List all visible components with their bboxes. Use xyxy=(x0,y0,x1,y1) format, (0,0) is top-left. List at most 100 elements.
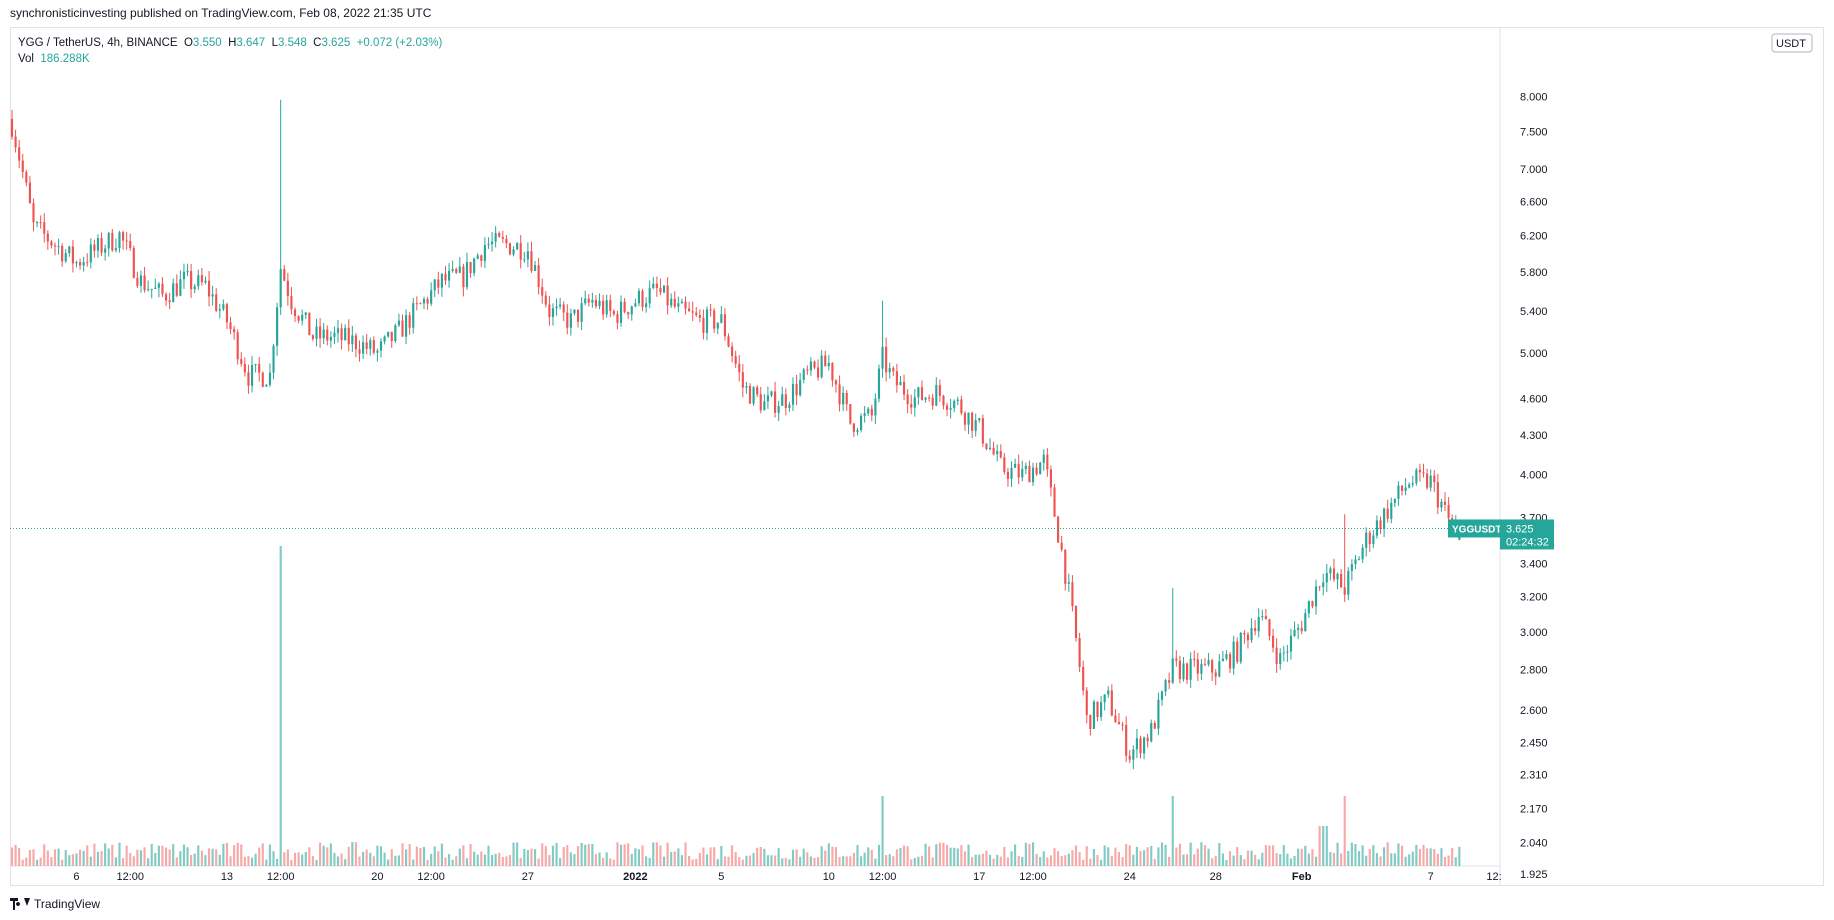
time-tick-label: 5 xyxy=(718,871,724,883)
candle xyxy=(447,263,451,288)
volume-bar xyxy=(1078,852,1081,866)
candle-body xyxy=(809,361,812,371)
volume-bar xyxy=(612,859,615,866)
candle-body xyxy=(362,342,365,354)
candle xyxy=(971,411,974,439)
volume-bar xyxy=(1447,855,1450,866)
candle-body xyxy=(57,245,60,247)
volume-bar xyxy=(426,859,429,866)
volume-bar xyxy=(1117,851,1121,866)
candle-body xyxy=(1386,508,1389,519)
chart-frame[interactable] xyxy=(10,27,1824,886)
candle-body xyxy=(1153,723,1156,729)
candle xyxy=(781,386,784,407)
candle-body xyxy=(1261,616,1264,618)
candle xyxy=(75,260,78,268)
volume-bar xyxy=(899,848,902,866)
candle xyxy=(175,274,178,298)
candle-body xyxy=(1426,473,1429,488)
candle-body xyxy=(1031,467,1035,483)
legend-close-label: C xyxy=(313,37,322,49)
candle-body xyxy=(129,240,132,249)
volume-bar xyxy=(985,850,988,866)
volume-bar xyxy=(473,851,476,866)
candle xyxy=(161,277,164,297)
candle-body xyxy=(1160,691,1164,700)
volume-bar xyxy=(641,845,644,866)
candle xyxy=(1440,498,1443,512)
volume-bar xyxy=(480,851,483,866)
candle-body xyxy=(587,298,590,303)
candle xyxy=(584,290,587,306)
volume-bar xyxy=(870,849,873,866)
candle xyxy=(627,311,630,320)
volume-bar xyxy=(1397,843,1400,866)
volume-bar xyxy=(816,857,820,866)
candle-body xyxy=(1107,690,1110,695)
candle-body xyxy=(197,275,200,287)
volume-bar xyxy=(405,849,408,866)
candle-body xyxy=(1257,617,1260,632)
volume-bar xyxy=(508,855,512,866)
candle-body xyxy=(1332,568,1336,580)
volume-bar xyxy=(333,852,336,866)
candle-body xyxy=(637,290,641,304)
volume-bar xyxy=(885,855,888,866)
volume-bar xyxy=(594,854,598,866)
volume-bar xyxy=(157,845,160,866)
candle xyxy=(1182,657,1185,682)
candle xyxy=(1067,573,1070,592)
candle-body xyxy=(1067,582,1070,584)
volume-bar xyxy=(551,845,555,866)
candle xyxy=(1393,498,1396,508)
volume-bar xyxy=(1060,856,1063,866)
candle xyxy=(36,220,39,228)
volume-bar xyxy=(93,843,96,866)
candle xyxy=(834,379,838,393)
volume-bar xyxy=(605,852,608,866)
candle xyxy=(1135,728,1138,759)
legend-symbol[interactable]: YGG / TetherUS, 4h, BINANCE xyxy=(18,37,178,49)
volume-bar xyxy=(784,857,787,866)
candle xyxy=(89,238,92,269)
volume-bar xyxy=(666,842,669,866)
volume-bar xyxy=(1379,856,1382,866)
candle xyxy=(1415,467,1418,486)
time-tick-label: 12:00 xyxy=(869,871,897,883)
candle xyxy=(992,441,995,456)
candle-body xyxy=(605,300,608,315)
candle xyxy=(1003,452,1006,475)
candle xyxy=(1053,483,1056,517)
volume-bar xyxy=(211,848,214,866)
candle-body xyxy=(917,387,920,398)
candle xyxy=(1221,650,1224,662)
candle-body xyxy=(670,298,673,306)
candle xyxy=(480,254,483,268)
candle xyxy=(713,308,716,333)
candle-body xyxy=(766,395,769,402)
volume-bar xyxy=(1268,845,1271,866)
volume-bar xyxy=(204,855,207,866)
candle xyxy=(394,323,397,344)
candle-body xyxy=(286,280,289,297)
candle-body xyxy=(218,309,221,311)
volume-bar xyxy=(591,843,594,866)
candle-body xyxy=(1128,755,1131,760)
candle xyxy=(1368,530,1371,552)
volume-bar xyxy=(902,845,906,866)
candle xyxy=(1379,516,1382,534)
candle xyxy=(1146,733,1149,748)
volume-bar xyxy=(705,854,709,866)
candle-body xyxy=(913,397,916,408)
candle-body xyxy=(136,277,139,286)
candle-body xyxy=(630,306,633,315)
candle xyxy=(996,444,999,462)
volume-bar xyxy=(1307,853,1310,866)
candle xyxy=(741,364,744,398)
candle-body xyxy=(752,387,755,404)
volume-bar xyxy=(1383,847,1386,866)
candle xyxy=(1100,696,1103,721)
volume-bar xyxy=(462,845,465,866)
candle-body xyxy=(910,404,913,408)
